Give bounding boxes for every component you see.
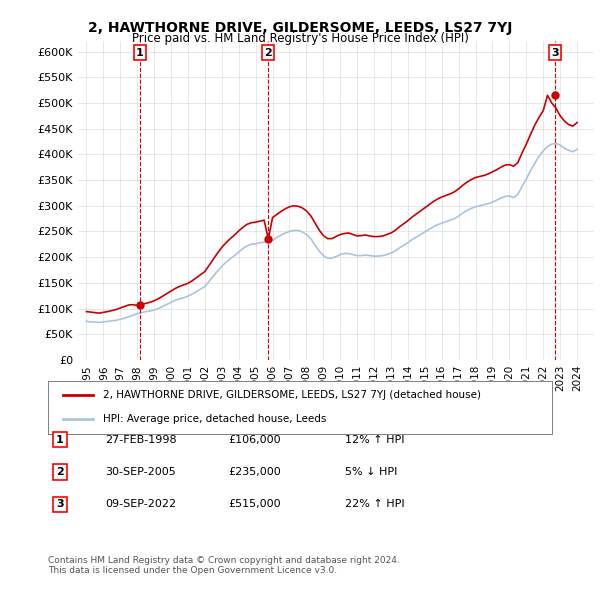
Text: 30-SEP-2005: 30-SEP-2005 (105, 467, 176, 477)
Text: 2, HAWTHORNE DRIVE, GILDERSOME, LEEDS, LS27 7YJ: 2, HAWTHORNE DRIVE, GILDERSOME, LEEDS, L… (88, 21, 512, 35)
Text: Price paid vs. HM Land Registry's House Price Index (HPI): Price paid vs. HM Land Registry's House … (131, 32, 469, 45)
Text: £515,000: £515,000 (228, 500, 281, 509)
Text: £106,000: £106,000 (228, 435, 281, 444)
Text: 12% ↑ HPI: 12% ↑ HPI (345, 435, 404, 444)
Text: HPI: Average price, detached house, Leeds: HPI: Average price, detached house, Leed… (103, 414, 327, 424)
Text: Contains HM Land Registry data © Crown copyright and database right 2024.
This d: Contains HM Land Registry data © Crown c… (48, 556, 400, 575)
Text: 09-SEP-2022: 09-SEP-2022 (105, 500, 176, 509)
Text: 27-FEB-1998: 27-FEB-1998 (105, 435, 176, 444)
Text: 2: 2 (265, 48, 272, 58)
Text: 2, HAWTHORNE DRIVE, GILDERSOME, LEEDS, LS27 7YJ (detached house): 2, HAWTHORNE DRIVE, GILDERSOME, LEEDS, L… (103, 391, 481, 401)
Text: 2: 2 (56, 467, 64, 477)
Text: 3: 3 (56, 500, 64, 509)
Text: 5% ↓ HPI: 5% ↓ HPI (345, 467, 397, 477)
Text: 1: 1 (56, 435, 64, 444)
Text: £235,000: £235,000 (228, 467, 281, 477)
Text: 1: 1 (136, 48, 143, 58)
Text: 3: 3 (551, 48, 559, 58)
Text: 22% ↑ HPI: 22% ↑ HPI (345, 500, 404, 509)
